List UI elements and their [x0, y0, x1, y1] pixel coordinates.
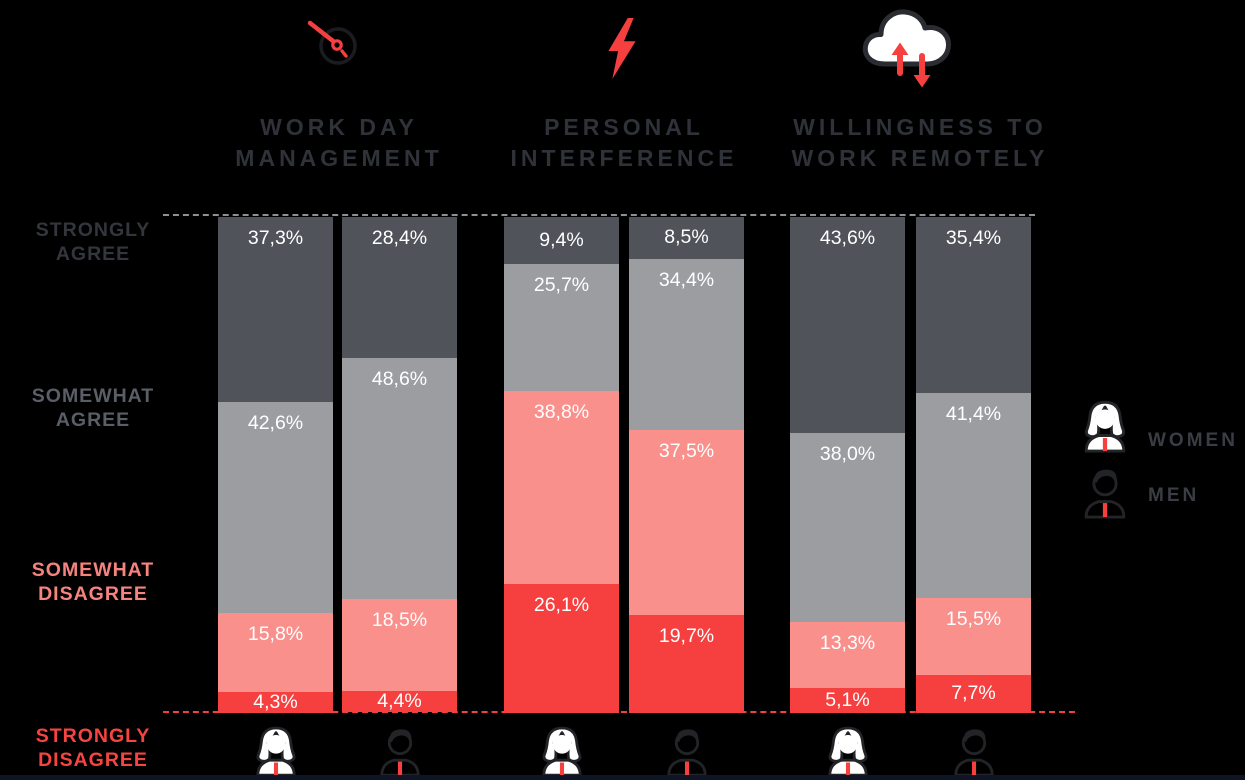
segment-somewhat-disagree: 13,3%	[790, 621, 905, 688]
scale-label-line: DISAGREE	[38, 583, 148, 605]
woman-icon	[248, 721, 304, 777]
segment-value-label: 4,4%	[377, 689, 422, 712]
cloud-sync-icon	[855, 0, 960, 95]
lightning-icon	[602, 18, 642, 80]
segment-value-label: 19,7%	[658, 625, 715, 648]
segment-strongly-agree: 37,3%	[218, 217, 333, 402]
scale-label-line: AGREE	[55, 243, 131, 265]
bar-men-willingness-to-work-remotely: 35,4% 41,4% 15,5% 7,7%	[916, 217, 1031, 713]
segment-value-label: 18,5%	[371, 608, 428, 631]
segment-strongly-agree: 9,4%	[504, 217, 619, 264]
segment-value-label: 42,6%	[247, 412, 304, 434]
segment-somewhat-disagree: 15,5%	[916, 597, 1031, 675]
bar-men-work-day-management: 28,4% 48,6% 18,5% 4,4%	[342, 217, 457, 713]
segment-value-label: 41,4%	[945, 402, 1002, 425]
scale-label-somewhat-agree: SOMEWHAT AGREE	[8, 384, 178, 432]
segment-value-label: 7,7%	[951, 682, 996, 705]
segment-somewhat-disagree: 18,5%	[342, 598, 457, 691]
gridline-100-percent	[163, 214, 1035, 216]
segment-value-label: 35,4%	[945, 227, 1002, 249]
segment-value-label: 9,4%	[539, 228, 584, 251]
segment-strongly-disagree: 7,7%	[916, 674, 1031, 713]
segment-strongly-disagree: 26,1%	[504, 583, 619, 713]
group-title-work-day-management: WORK DAY MANAGEMENT	[179, 112, 499, 174]
group-title-line: WORK REMOTELY	[791, 145, 1049, 171]
group-title-line: WORK DAY	[260, 114, 418, 140]
segment-strongly-agree: 43,6%	[790, 217, 905, 434]
bar-women-work-day-management: 37,3% 42,6% 15,8% 4,3%	[218, 217, 333, 713]
segment-strongly-agree: 28,4%	[342, 217, 457, 358]
clock-icon	[300, 10, 364, 74]
segment-strongly-disagree: 4,3%	[218, 690, 333, 713]
woman-icon	[820, 721, 876, 777]
segment-strongly-disagree: 4,4%	[342, 689, 457, 713]
segment-value-label: 5,1%	[825, 688, 870, 711]
segment-value-label: 38,0%	[819, 443, 876, 466]
legend-label-women: WOMEN	[1148, 430, 1238, 451]
segment-somewhat-agree: 38,0%	[790, 433, 905, 622]
group-title-line: INTERFERENCE	[510, 145, 738, 171]
segment-strongly-disagree: 19,7%	[629, 615, 744, 713]
gridline-0-percent	[163, 711, 1075, 713]
scale-label-line: STRONGLY	[35, 219, 151, 241]
segment-value-label: 34,4%	[658, 269, 715, 292]
segment-somewhat-disagree: 15,8%	[218, 613, 333, 692]
woman-icon	[534, 721, 590, 777]
segment-somewhat-agree: 41,4%	[916, 392, 1031, 598]
scale-label-line: DISAGREE	[38, 749, 148, 771]
scale-label-somewhat-disagree: SOMEWHAT DISAGREE	[8, 558, 178, 606]
footer-bar	[0, 775, 1245, 780]
man-icon	[1076, 461, 1134, 519]
group-title-personal-interference: PERSONAL INTERFERENCE	[464, 112, 784, 174]
group-title-line: PERSONAL	[544, 114, 704, 140]
segment-value-label: 37,3%	[247, 227, 304, 249]
segment-value-label: 48,6%	[371, 367, 428, 390]
segment-somewhat-disagree: 37,5%	[629, 429, 744, 616]
scale-label-line: AGREE	[55, 409, 131, 431]
scale-label-line: SOMEWHAT	[31, 559, 155, 581]
segment-value-label: 37,5%	[658, 439, 715, 462]
legend-label-men: MEN	[1148, 485, 1200, 506]
segment-somewhat-agree: 48,6%	[342, 357, 457, 599]
segment-value-label: 38,8%	[533, 401, 590, 424]
segment-value-label: 28,4%	[371, 227, 428, 249]
scale-label-strongly-disagree: STRONGLY DISAGREE	[8, 724, 178, 772]
bar-women-willingness-to-work-remotely: 43,6% 38,0% 13,3% 5,1%	[790, 217, 905, 713]
scale-label-line: STRONGLY	[35, 725, 151, 747]
segment-somewhat-agree: 42,6%	[218, 402, 333, 614]
segment-value-label: 13,3%	[819, 631, 876, 654]
segment-value-label: 25,7%	[533, 273, 590, 296]
segment-value-label: 15,8%	[247, 623, 304, 646]
segment-strongly-agree: 8,5%	[629, 217, 744, 260]
segment-strongly-disagree: 5,1%	[790, 687, 905, 713]
segment-value-label: 4,3%	[253, 690, 298, 713]
segment-value-label: 26,1%	[533, 593, 590, 616]
segment-somewhat-agree: 34,4%	[629, 259, 744, 430]
man-icon	[372, 721, 428, 777]
bar-women-personal-interference: 9,4% 25,7% 38,8% 26,1%	[504, 217, 619, 713]
segment-value-label: 43,6%	[819, 227, 876, 249]
scale-label-strongly-agree: STRONGLY AGREE	[8, 218, 178, 266]
segment-value-label: 8,5%	[664, 226, 709, 249]
bar-men-personal-interference: 8,5% 34,4% 37,5% 19,7%	[629, 217, 744, 713]
group-title-line: WILLINGNESS TO	[793, 114, 1047, 140]
group-title-willingness-to-work-remotely: WILLINGNESS TO WORK REMOTELY	[760, 112, 1080, 174]
man-icon	[946, 721, 1002, 777]
woman-icon	[1076, 395, 1134, 453]
segment-somewhat-agree: 25,7%	[504, 263, 619, 392]
segment-value-label: 15,5%	[945, 607, 1002, 630]
segment-strongly-agree: 35,4%	[916, 217, 1031, 393]
man-icon	[659, 721, 715, 777]
group-title-line: MANAGEMENT	[235, 145, 443, 171]
scale-label-line: SOMEWHAT	[31, 385, 155, 407]
segment-somewhat-disagree: 38,8%	[504, 391, 619, 584]
